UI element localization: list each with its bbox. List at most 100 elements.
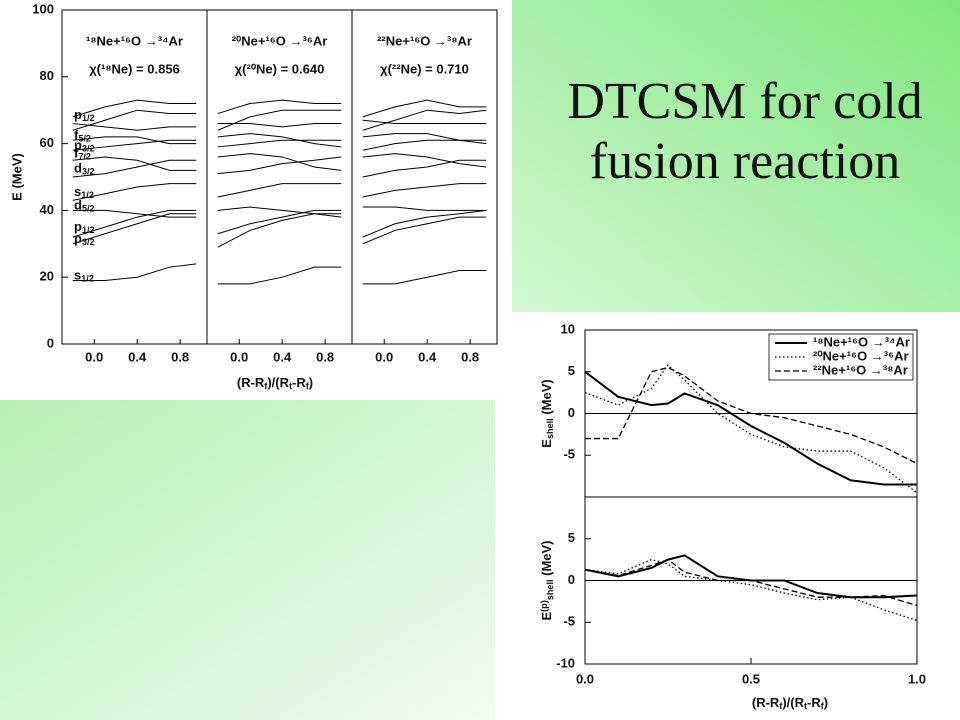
- y-axis-label-part: E: [539, 612, 554, 621]
- legend-label: ¹⁸Ne+¹⁶O →³⁴Ar: [813, 334, 910, 349]
- panel-label: ¹⁸Ne+¹⁶O →³⁴Ar: [86, 33, 183, 48]
- level-line: [72, 183, 197, 201]
- level-label: s1/2: [74, 184, 94, 200]
- level-label-part: s: [74, 184, 81, 199]
- x-axis-label-part: t: [804, 701, 807, 711]
- level-line: [72, 139, 197, 151]
- level-line: [217, 153, 342, 171]
- level-line: [72, 136, 197, 145]
- level-line: [72, 209, 197, 218]
- level-line: [72, 213, 197, 245]
- y-tick-label: 40: [40, 202, 54, 217]
- level-label: f7/2: [74, 146, 91, 162]
- level-label-part: 3/2: [82, 143, 95, 153]
- level-line: [362, 99, 487, 118]
- level-line: [362, 159, 487, 178]
- x-tick-label: 0.8: [316, 349, 334, 364]
- y-axis-label-part: (MeV): [539, 379, 554, 418]
- x-tick-label: 0.8: [171, 349, 189, 364]
- level-line: [362, 133, 487, 145]
- level-label-part: p: [74, 108, 82, 123]
- level-label-part: 1/2: [82, 225, 95, 235]
- figure-background: [525, 315, 960, 720]
- level-line: [217, 209, 342, 235]
- plot-frame: [61, 9, 498, 345]
- level-label: f5/2: [74, 128, 91, 144]
- level-label-part: d: [74, 198, 82, 213]
- x-tick-label: 0.8: [461, 349, 479, 364]
- y-tick-label: 60: [40, 135, 54, 150]
- level-label-part: s: [74, 268, 81, 283]
- level-label-part: f: [74, 128, 79, 143]
- level-line: [362, 216, 487, 245]
- level-label: s1/2: [74, 268, 94, 284]
- level-line: [217, 266, 342, 285]
- level-line: [72, 209, 197, 238]
- level-line: [362, 183, 487, 198]
- y-axis-label-part: shell: [545, 579, 555, 600]
- series-line: [585, 366, 918, 465]
- y-tick-label: 80: [40, 68, 54, 83]
- level-label-part: 7/2: [78, 152, 91, 162]
- x-axis-label: (R-Rf)/(Rt-Rf): [237, 375, 313, 391]
- level-label: p1/2: [74, 108, 95, 124]
- level-label-part: 5/2: [78, 133, 91, 143]
- x-axis-label-part: f: [264, 381, 268, 391]
- y-tick-label: 0: [568, 572, 575, 587]
- panel-annotation: χ(²⁰Ne) = 0.640: [235, 61, 325, 76]
- y-axis-label-part: E: [539, 439, 554, 448]
- level-line: [72, 156, 197, 171]
- slide-title: DTCSM for cold fusion reaction: [567, 73, 923, 190]
- level-label: p1/2: [74, 220, 95, 236]
- y-axis-label: E (MeV): [9, 153, 24, 201]
- level-line: [217, 183, 342, 198]
- x-axis-label-part: ): [824, 695, 828, 710]
- level-line: [362, 209, 487, 238]
- level-line: [217, 123, 342, 128]
- x-axis-label-part: )/(R: [267, 375, 289, 390]
- x-axis-label-part: )/(R: [782, 695, 804, 710]
- level-line: [72, 159, 197, 178]
- level-line: [72, 263, 197, 282]
- level-line: [217, 133, 342, 148]
- legend-label: ²²Ne+¹⁶O →³⁸Ar: [813, 362, 908, 377]
- x-axis-label-part: f: [821, 701, 825, 711]
- y-tick-label: 10: [561, 321, 575, 336]
- x-axis-label-part: f: [306, 381, 310, 391]
- level-label: p3/2: [74, 138, 95, 154]
- x-tick-label: 0.0: [576, 671, 594, 686]
- x-axis-label: (R-Rf)/(Rt-Rf): [752, 695, 828, 711]
- level-label: d3/2: [74, 161, 95, 177]
- level-label-part: 5/2: [82, 203, 95, 213]
- level-line: [362, 206, 487, 211]
- level-label-part: 1/2: [81, 274, 94, 284]
- x-axis-label-part: ): [309, 375, 313, 390]
- level-label-part: p: [74, 220, 82, 235]
- level-line: [217, 206, 342, 218]
- level-label: p3/2: [74, 231, 95, 247]
- y-tick-label: 0: [568, 405, 575, 420]
- level-label-part: 1/2: [81, 190, 94, 200]
- legend-label: ²⁰Ne+¹⁶O →³⁶Ar: [813, 348, 909, 363]
- x-tick-label: 0.4: [273, 349, 292, 364]
- y-axis-label: E(p)shell (MeV): [539, 540, 555, 620]
- level-line: [217, 156, 342, 175]
- x-axis-label-part: f: [779, 701, 783, 711]
- level-line: [362, 119, 487, 125]
- x-axis-label-part: t: [289, 381, 292, 391]
- level-line: [362, 139, 487, 151]
- level-label-part: p: [74, 138, 82, 153]
- x-tick-label: 0.0: [230, 349, 248, 364]
- level-label-part: p: [74, 231, 82, 246]
- y-axis-label-part: shell: [545, 418, 555, 439]
- x-axis-label-part: (R-R: [237, 375, 265, 390]
- y-tick-label: 5: [568, 530, 575, 545]
- level-label-part: 3/2: [82, 167, 95, 177]
- level-label-part: d: [74, 161, 82, 176]
- x-tick-label: 0.0: [375, 349, 393, 364]
- level-label-part: f: [74, 146, 79, 161]
- y-tick-label: 20: [40, 269, 54, 284]
- x-axis-label-part: -R: [807, 695, 821, 710]
